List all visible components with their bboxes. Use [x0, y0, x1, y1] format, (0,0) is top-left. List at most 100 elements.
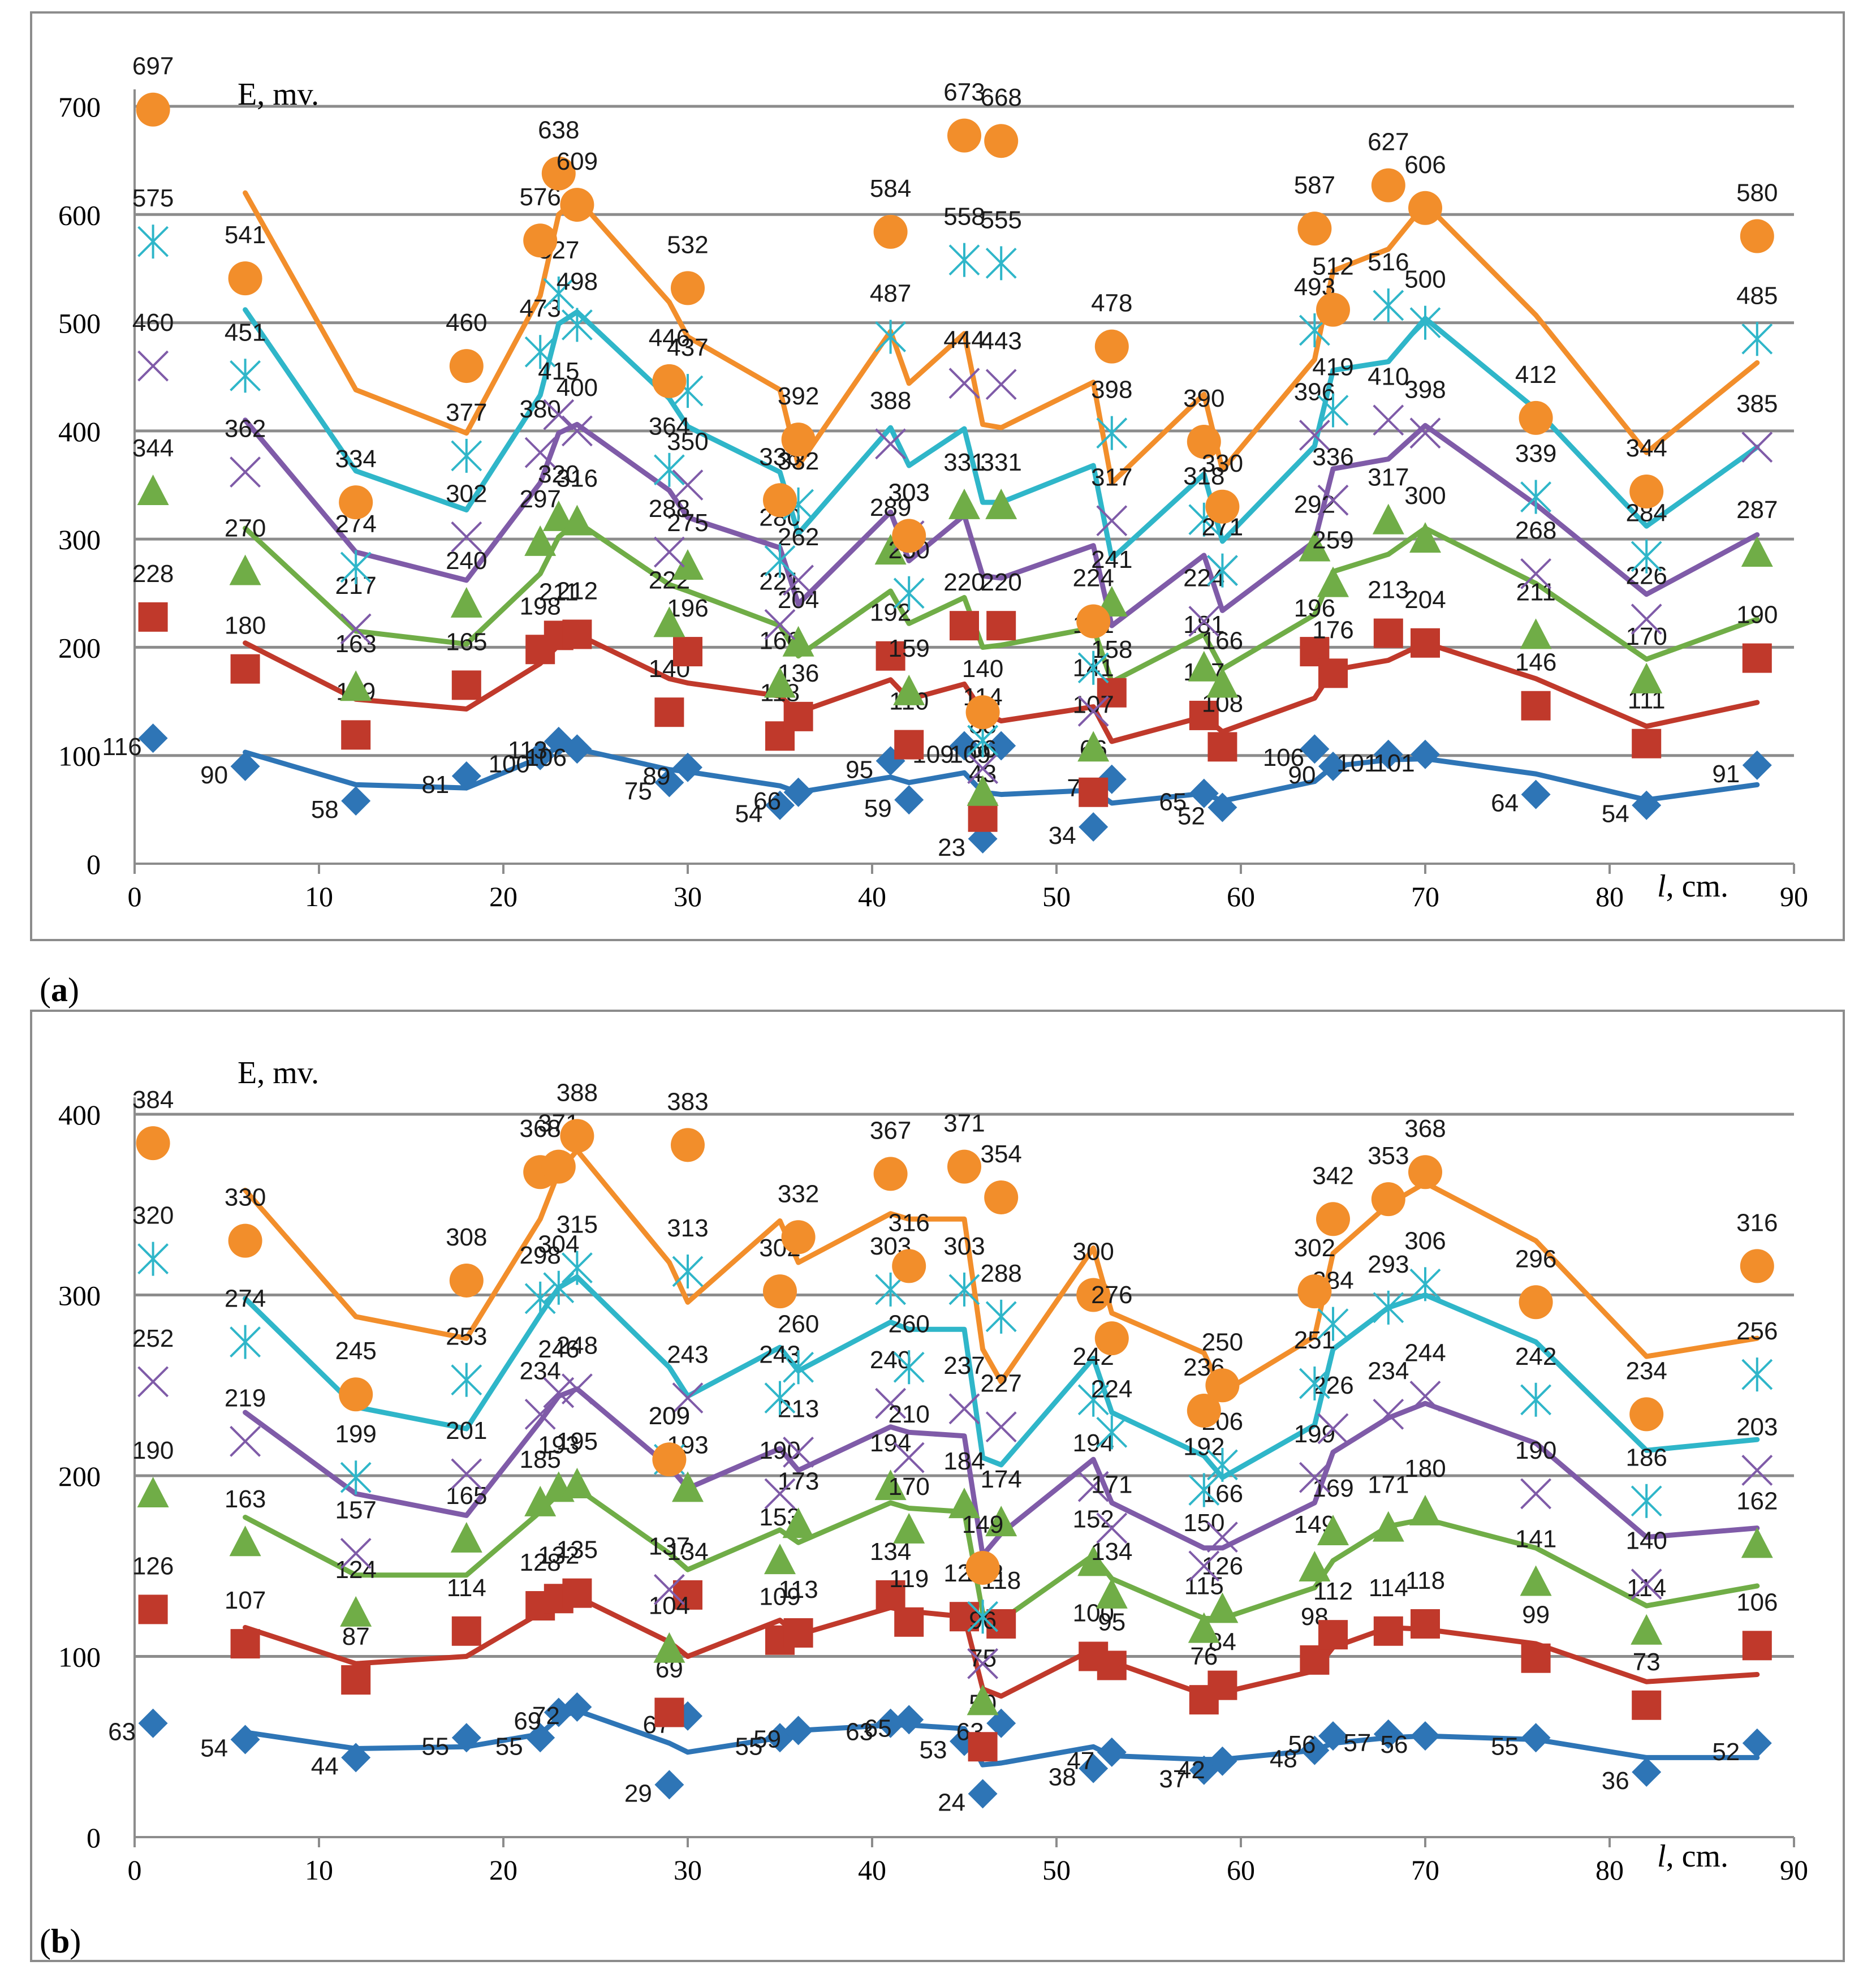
data-label: 195 [557, 1428, 598, 1455]
data-label: 315 [557, 1211, 598, 1239]
data-point-star [137, 1242, 169, 1276]
data-point-x [1299, 1462, 1330, 1493]
data-point-square [1632, 1690, 1662, 1720]
data-point-circle [1408, 191, 1442, 225]
data-label: 65 [1159, 788, 1187, 816]
data-label: 190 [132, 1437, 174, 1464]
data-label: 169 [1312, 1475, 1353, 1502]
data-label: 101 [1373, 749, 1414, 777]
data-point-x [985, 1411, 1017, 1443]
data-point-circle [763, 1274, 797, 1309]
data-point-star [451, 438, 482, 473]
data-label: 106 [1263, 744, 1304, 771]
data-point-triangle [874, 534, 907, 565]
data-label: 190 [1736, 601, 1778, 629]
x-tick-label: 70 [1411, 881, 1439, 912]
data-label: 75 [969, 1644, 997, 1672]
data-label: 260 [778, 1310, 819, 1338]
data-point-square [451, 1616, 481, 1646]
data-point-diamond [1207, 792, 1237, 822]
data-point-x [524, 437, 556, 468]
data-point-square [1411, 1609, 1440, 1639]
data-label: 213 [778, 1395, 819, 1423]
data-point-diamond [341, 786, 371, 816]
data-point-square [673, 637, 702, 667]
data-point-triangle [985, 1506, 1017, 1537]
data-label: 186 [1625, 1444, 1667, 1472]
data-label: 87 [342, 1623, 370, 1650]
data-label: 412 [1515, 361, 1556, 389]
data-label: 584 [870, 175, 911, 202]
data-label: 368 [519, 1115, 560, 1143]
y-axis-label: E, mv. [238, 1055, 319, 1091]
data-label: 196 [1294, 594, 1335, 622]
data-label: 364 [649, 413, 690, 441]
data-label: 106 [525, 744, 567, 771]
data-label: 300 [1072, 1238, 1114, 1266]
data-point-circle [984, 1180, 1019, 1214]
data-point-star [653, 452, 685, 487]
data-point-star [1206, 1447, 1238, 1482]
data-point-diamond [341, 1743, 371, 1773]
data-point-circle [449, 349, 484, 383]
data-label: 293 [1368, 1251, 1409, 1278]
data-point-circle [1629, 1397, 1664, 1432]
data-label: 194 [1072, 1429, 1114, 1457]
data-label: 224 [1072, 564, 1114, 592]
y-tick-label: 400 [58, 1099, 101, 1131]
data-label: 336 [1312, 443, 1353, 471]
data-point-diamond [1207, 1746, 1237, 1776]
data-label: 36 [1602, 1767, 1629, 1795]
data-point-circle [873, 1157, 908, 1191]
data-label: 371 [943, 1110, 985, 1137]
data-label: 141 [1515, 1525, 1556, 1553]
y-tick-label: 0 [87, 1822, 101, 1854]
data-point-diamond [986, 1708, 1016, 1738]
data-point-x [875, 428, 907, 460]
data-point-triangle [782, 626, 814, 657]
data-point-star [1409, 305, 1441, 340]
y-axis-label: E, mv. [238, 77, 319, 112]
data-label: 116 [102, 733, 142, 761]
data-label: 192 [870, 599, 911, 627]
data-point-diamond [1742, 1728, 1772, 1758]
data-label: 512 [1312, 253, 1353, 281]
data-label: 485 [1736, 282, 1778, 309]
y-tick-label: 100 [58, 1641, 101, 1673]
data-label: 339 [1515, 440, 1556, 468]
data-point-square [1318, 1620, 1348, 1650]
x-tick-label: 70 [1411, 1854, 1439, 1886]
data-label: 112 [1313, 1577, 1353, 1605]
data-label: 55 [495, 1732, 523, 1760]
data-label: 316 [888, 1209, 929, 1236]
data-point-square [1318, 658, 1348, 688]
data-point-circle [1740, 219, 1774, 253]
data-point-x [561, 1373, 593, 1405]
data-point-x [1520, 558, 1552, 589]
data-point-star [1409, 1267, 1441, 1301]
data-label: 115 [1184, 1572, 1224, 1600]
data-label: 24 [938, 1788, 965, 1816]
data-point-x [1188, 606, 1220, 637]
data-label: 384 [132, 1086, 174, 1114]
data-label: 240 [870, 1346, 911, 1374]
data-point-square [1189, 700, 1219, 730]
chart-panel-0: 0 100 200 300 400 500 600 700 0 10 20 30 40 50 60 70 80 9… [30, 11, 1845, 941]
data-label: 38 [1049, 1764, 1076, 1791]
data-point-diamond [1097, 1737, 1127, 1767]
data-label: 201 [446, 1417, 487, 1445]
data-point-circle [652, 364, 687, 398]
x-tick-label: 90 [1780, 881, 1808, 912]
data-point-star [1373, 1290, 1404, 1325]
data-label: 638 [538, 117, 579, 144]
data-label: 246 [538, 1335, 579, 1363]
data-point-star [948, 243, 980, 277]
data-point-triangle [1206, 667, 1239, 698]
data-label: 90 [200, 761, 228, 789]
data-label: 668 [980, 84, 1021, 111]
data-point-star [893, 1350, 925, 1385]
data-point-star [985, 1299, 1017, 1334]
data-point-x [1741, 432, 1773, 463]
data-point-triangle [985, 488, 1017, 519]
data-point-circle [1076, 604, 1111, 639]
